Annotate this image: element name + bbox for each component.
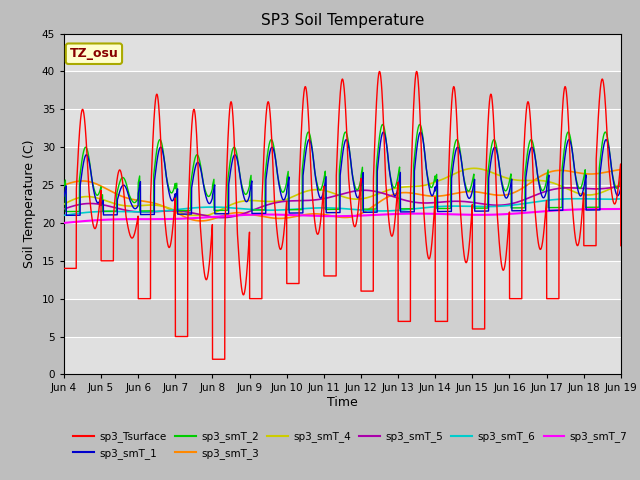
sp3_smT_4: [185, 213, 193, 218]
sp3_smT_6: [216, 204, 223, 210]
sp3_smT_5: [617, 183, 625, 189]
sp3_smT_4: [60, 201, 68, 207]
sp3_smT_1: [564, 137, 572, 143]
sp3_smT_3: [197, 218, 205, 224]
sp3_smT_3: [216, 214, 223, 220]
sp3_smT_2: [406, 206, 414, 212]
Line: sp3_smT_2: sp3_smT_2: [64, 124, 621, 212]
sp3_smT_4: [179, 211, 187, 216]
Bar: [64, 336, 621, 374]
sp3_smT_3: [397, 190, 404, 196]
sp3_smT_6: [564, 196, 572, 202]
sp3_smT_4: [216, 207, 223, 213]
Line: sp3_smT_5: sp3_smT_5: [64, 186, 621, 217]
Bar: [64, 185, 621, 223]
sp3_Tsurface: [617, 161, 625, 167]
Bar: [64, 299, 621, 336]
sp3_smT_2: [180, 208, 188, 214]
Line: sp3_smT_7: sp3_smT_7: [64, 209, 621, 223]
sp3_smT_5: [397, 196, 404, 202]
sp3_Tsurface: [406, 191, 414, 196]
sp3_smT_2: [617, 176, 625, 181]
sp3_smT_7: [616, 206, 624, 212]
sp3_smT_7: [216, 214, 223, 219]
sp3_smT_3: [60, 182, 68, 188]
Line: sp3_smT_6: sp3_smT_6: [64, 199, 621, 216]
sp3_Tsurface: [216, 356, 223, 362]
Bar: [64, 34, 621, 72]
sp3_smT_7: [60, 220, 68, 226]
sp3_smT_5: [564, 185, 572, 191]
Bar: [64, 147, 621, 185]
sp3_smT_5: [406, 199, 414, 204]
sp3_Tsurface: [397, 319, 404, 324]
sp3_smT_1: [60, 193, 68, 199]
sp3_smT_4: [617, 181, 625, 187]
Line: sp3_smT_1: sp3_smT_1: [64, 132, 621, 216]
Bar: [64, 72, 621, 109]
sp3_smT_2: [216, 207, 223, 213]
sp3_Tsurface: [209, 356, 216, 362]
sp3_smT_2: [397, 206, 404, 212]
sp3_smT_3: [617, 167, 625, 172]
sp3_smT_3: [564, 168, 572, 174]
sp3_smT_5: [179, 209, 187, 215]
sp3_Tsurface: [413, 69, 420, 74]
sp3_smT_7: [564, 207, 572, 213]
sp3_smT_1: [397, 209, 404, 215]
sp3_smT_1: [617, 185, 625, 191]
sp3_Tsurface: [617, 243, 625, 249]
sp3_smT_3: [406, 190, 414, 196]
Line: sp3_smT_3: sp3_smT_3: [64, 169, 621, 221]
Legend: sp3_Tsurface, sp3_smT_1, sp3_smT_2, sp3_smT_3, sp3_smT_4, sp3_smT_5, sp3_smT_6, : sp3_Tsurface, sp3_smT_1, sp3_smT_2, sp3_…: [69, 427, 632, 463]
sp3_smT_1: [180, 211, 188, 217]
sp3_smT_1: [63, 213, 70, 218]
sp3_Tsurface: [179, 334, 187, 339]
sp3_smT_2: [61, 209, 69, 215]
sp3_smT_4: [470, 166, 478, 171]
sp3_smT_6: [617, 196, 625, 202]
sp3_smT_6: [572, 196, 579, 202]
sp3_smT_7: [179, 216, 187, 221]
X-axis label: Time: Time: [327, 396, 358, 409]
sp3_smT_7: [397, 211, 404, 217]
sp3_smT_5: [216, 215, 223, 220]
sp3_Tsurface: [564, 115, 572, 120]
sp3_smT_6: [406, 206, 414, 212]
sp3_smT_6: [617, 196, 625, 202]
sp3_smT_5: [218, 215, 226, 220]
sp3_smT_1: [417, 129, 424, 135]
sp3_smT_7: [617, 206, 625, 212]
Bar: [64, 109, 621, 147]
sp3_Tsurface: [60, 265, 68, 271]
sp3_smT_6: [60, 213, 68, 218]
sp3_smT_4: [617, 181, 625, 187]
sp3_smT_4: [564, 186, 572, 192]
sp3_smT_2: [60, 183, 68, 189]
Line: sp3_Tsurface: sp3_Tsurface: [64, 72, 621, 359]
Bar: [64, 261, 621, 299]
sp3_smT_4: [397, 184, 404, 190]
sp3_smT_7: [406, 211, 414, 216]
sp3_smT_2: [564, 129, 572, 135]
sp3_smT_2: [617, 175, 625, 180]
sp3_smT_5: [60, 206, 68, 212]
sp3_smT_3: [617, 167, 625, 172]
sp3_smT_5: [617, 183, 625, 189]
Bar: [64, 223, 621, 261]
sp3_smT_1: [617, 186, 625, 192]
Y-axis label: Soil Temperature (C): Soil Temperature (C): [23, 140, 36, 268]
sp3_smT_1: [216, 211, 223, 216]
Text: TZ_osu: TZ_osu: [70, 47, 118, 60]
Title: SP3 Soil Temperature: SP3 Soil Temperature: [260, 13, 424, 28]
sp3_smT_3: [179, 213, 187, 219]
sp3_smT_6: [397, 207, 404, 213]
sp3_smT_6: [179, 206, 187, 212]
sp3_smT_1: [406, 209, 414, 215]
Line: sp3_smT_4: sp3_smT_4: [64, 168, 621, 216]
sp3_smT_2: [416, 121, 424, 127]
sp3_smT_4: [406, 184, 414, 190]
